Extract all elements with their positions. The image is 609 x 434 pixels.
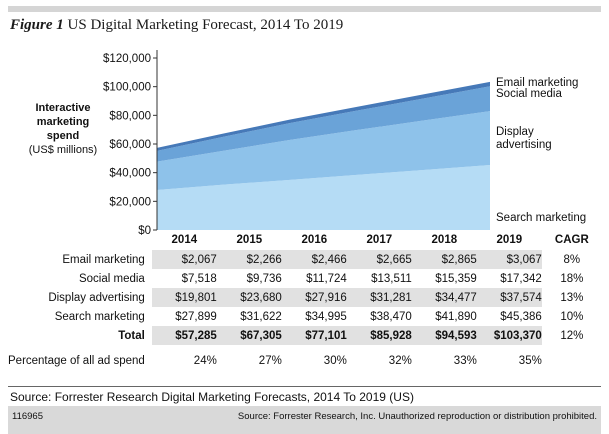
legend-display-advertising: advertising <box>496 139 552 151</box>
cagr-cell: 13% <box>542 288 602 307</box>
table-cell: $7,518 <box>152 269 217 288</box>
table-cell: 32% <box>347 345 412 377</box>
table-cell: $19,801 <box>152 288 217 307</box>
table-cell: $77,101 <box>282 326 347 345</box>
table-cell: $2,466 <box>282 250 347 269</box>
table-cell: $2,865 <box>412 250 477 269</box>
table-corner <box>8 230 152 250</box>
table-cell: $45,386 <box>477 307 542 326</box>
cagr-cell: 10% <box>542 307 602 326</box>
header-year: 2019 <box>477 230 542 250</box>
row-label: Percentage of all ad spend <box>8 345 152 377</box>
table-cell: $2,266 <box>217 250 282 269</box>
table-cell: $85,928 <box>347 326 412 345</box>
table-cell: $2,665 <box>347 250 412 269</box>
table-cell: $13,511 <box>347 269 412 288</box>
table-row-percentage: Percentage of all ad spend 24% 27% 30% 3… <box>8 345 602 377</box>
table-header-row: 2014 2015 2016 2017 2018 2019 CAGR <box>8 230 602 250</box>
table-cell: 30% <box>282 345 347 377</box>
table-row-display: Display advertising $19,801 $23,680 $27,… <box>8 288 602 307</box>
table-cell: $57,285 <box>152 326 217 345</box>
y-tick-label: $40,000 <box>109 168 151 180</box>
header-year: 2017 <box>347 230 412 250</box>
table-cell: $94,593 <box>412 326 477 345</box>
table-cell: $67,305 <box>217 326 282 345</box>
figure-id: 116965 <box>12 411 43 422</box>
cagr-cell <box>542 345 602 377</box>
table-cell: $3,067 <box>477 250 542 269</box>
table-cell: $38,470 <box>347 307 412 326</box>
table-cell: $27,916 <box>282 288 347 307</box>
table-cell: $2,067 <box>152 250 217 269</box>
y-tick-label: $80,000 <box>109 110 151 122</box>
row-label: Email marketing <box>8 250 152 269</box>
table-cell: $37,574 <box>477 288 542 307</box>
table-cell: $15,359 <box>412 269 477 288</box>
table-cell: 27% <box>217 345 282 377</box>
table-cell: $41,890 <box>412 307 477 326</box>
y-tick-label: $120,000 <box>103 53 151 65</box>
table-cell: $34,477 <box>412 288 477 307</box>
y-tick-label: $20,000 <box>109 196 151 208</box>
cagr-cell: 18% <box>542 269 602 288</box>
y-tick-label: $100,000 <box>103 82 151 94</box>
table-row-search: Search marketing $27,899 $31,622 $34,995… <box>8 307 602 326</box>
header-year: 2015 <box>217 230 282 250</box>
table-cell: 35% <box>477 345 542 377</box>
table-row-total: Total $57,285 $67,305 $77,101 $85,928 $9… <box>8 326 602 345</box>
header-year: 2018 <box>412 230 477 250</box>
table-cell: 24% <box>152 345 217 377</box>
header-year: 2014 <box>152 230 217 250</box>
rights-note: Source: Forrester Research, Inc. Unautho… <box>238 411 597 422</box>
legend-search-marketing: Search marketing <box>496 212 586 224</box>
row-label: Social media <box>8 269 152 288</box>
row-label: Search marketing <box>8 307 152 326</box>
row-label: Total <box>8 326 152 345</box>
table-cell: $103,370 <box>477 326 542 345</box>
table-cell: $9,736 <box>217 269 282 288</box>
footer-rule <box>8 386 601 387</box>
table-cell: $31,281 <box>347 288 412 307</box>
table-cell: $34,995 <box>282 307 347 326</box>
y-tick-label: $60,000 <box>109 139 151 151</box>
data-table: 2014 2015 2016 2017 2018 2019 CAGR Email… <box>8 230 602 377</box>
table-row-email: Email marketing $2,067 $2,266 $2,466 $2,… <box>8 250 602 269</box>
cagr-cell: 8% <box>542 250 602 269</box>
table-row-social: Social media $7,518 $9,736 $11,724 $13,5… <box>8 269 602 288</box>
table-cell: 33% <box>412 345 477 377</box>
row-label: Display advertising <box>8 288 152 307</box>
source-note: Source: Forrester Research Digital Marke… <box>10 390 414 404</box>
legend-social-media: Social media <box>496 88 562 100</box>
table-cell: $23,680 <box>217 288 282 307</box>
table-cell: $27,899 <box>152 307 217 326</box>
header-year: 2016 <box>282 230 347 250</box>
table-cell: $31,622 <box>217 307 282 326</box>
table-cell: $11,724 <box>282 269 347 288</box>
cagr-cell: 12% <box>542 326 602 345</box>
header-cagr: CAGR <box>542 230 602 250</box>
table-cell: $17,342 <box>477 269 542 288</box>
legend-display-advertising: Display <box>496 126 534 138</box>
